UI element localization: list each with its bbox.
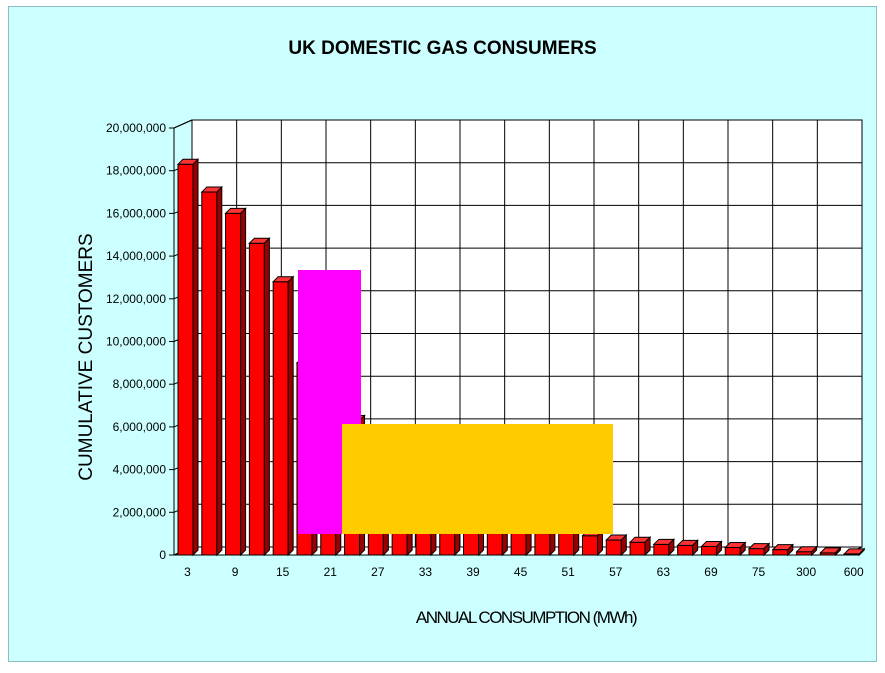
bar (748, 548, 765, 556)
y-tick-label: 16,000,000 (106, 206, 166, 220)
y-tick-label: 12,000,000 (106, 292, 166, 306)
y-tick-label: 6,000,000 (113, 420, 167, 434)
x-tick-label: 51 (562, 565, 576, 579)
x-axis-label: ANNUAL CONSUMPTION (MWh) (415, 608, 638, 627)
bar-side (287, 275, 294, 557)
y-gridline-side (173, 119, 193, 129)
y-tick-label: 20,000,000 (106, 121, 166, 135)
x-tick-label: 300 (796, 565, 816, 579)
y-tick-label: 2,000,000 (113, 505, 167, 519)
bar-side (692, 539, 699, 557)
y-tick-label: 18,000,000 (106, 164, 166, 178)
y-tick-label: 8,000,000 (113, 377, 167, 391)
bar-side (739, 541, 746, 557)
bar-side (192, 158, 199, 557)
y-tick-label: 0 (159, 548, 166, 562)
bar-side (834, 546, 841, 557)
bar-side (620, 533, 627, 557)
x-tick-label: 63 (657, 565, 671, 579)
chart-title: UK DOMESTIC GAS CONSUMERS (288, 38, 597, 59)
bar (581, 535, 598, 556)
x-tick-label: 27 (371, 565, 385, 579)
x-tick-label: 75 (752, 565, 766, 579)
bar-side (763, 542, 770, 557)
bar (653, 543, 670, 556)
y-tick-label: 10,000,000 (106, 335, 166, 349)
x-tick-label: 69 (704, 565, 718, 579)
bar (201, 191, 218, 556)
bar (724, 547, 741, 556)
x-tick-label: 9 (232, 565, 239, 579)
x-tick-label: 57 (609, 565, 623, 579)
bar (177, 163, 194, 556)
bar-side (787, 543, 794, 557)
bar-side (596, 529, 603, 557)
bar-side (216, 185, 223, 557)
y-tick-label: 14,000,000 (106, 249, 166, 263)
y-tick-label: 4,000,000 (113, 463, 167, 477)
bar (772, 549, 789, 556)
x-tick-label: 45 (514, 565, 528, 579)
x-tick-label: 3 (184, 565, 191, 579)
bar (677, 544, 694, 556)
bar-side (715, 540, 722, 557)
bar (558, 531, 575, 556)
bar (225, 212, 242, 556)
bar (605, 539, 622, 556)
bar (700, 545, 717, 556)
bar-side (668, 538, 675, 557)
bar-side (240, 207, 247, 557)
x-tick-label: 39 (466, 565, 480, 579)
orange-overlay-box (342, 424, 613, 534)
x-tick-label: 15 (276, 565, 290, 579)
bar-side (644, 535, 651, 557)
x-tick-label: 33 (419, 565, 433, 579)
bar-side (858, 547, 865, 557)
bar (629, 541, 646, 556)
bar-side (811, 545, 818, 557)
x-tick-label: 600 (844, 565, 864, 579)
x-tick-label: 21 (324, 565, 338, 579)
bar-side (263, 237, 270, 557)
bar (272, 281, 289, 556)
bar (248, 242, 265, 556)
